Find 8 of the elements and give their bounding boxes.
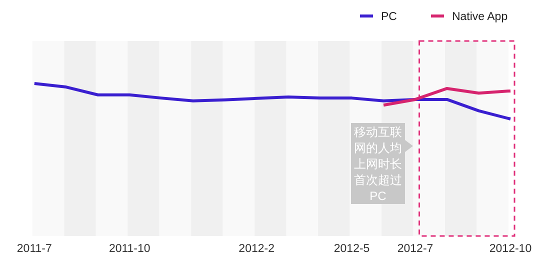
x-tick-label: 2012-5 <box>334 243 370 255</box>
x-tick-label: 2011-10 <box>108 243 150 255</box>
x-tick-label: 2012-7 <box>397 243 434 255</box>
x-tick-label: 2012-2 <box>238 243 274 255</box>
legend-label: PC <box>381 11 397 23</box>
x-tick-label: 2011-7 <box>16 243 52 255</box>
legend-label: Native App <box>452 11 508 23</box>
x-tick-label: 2012-10 <box>489 243 532 255</box>
